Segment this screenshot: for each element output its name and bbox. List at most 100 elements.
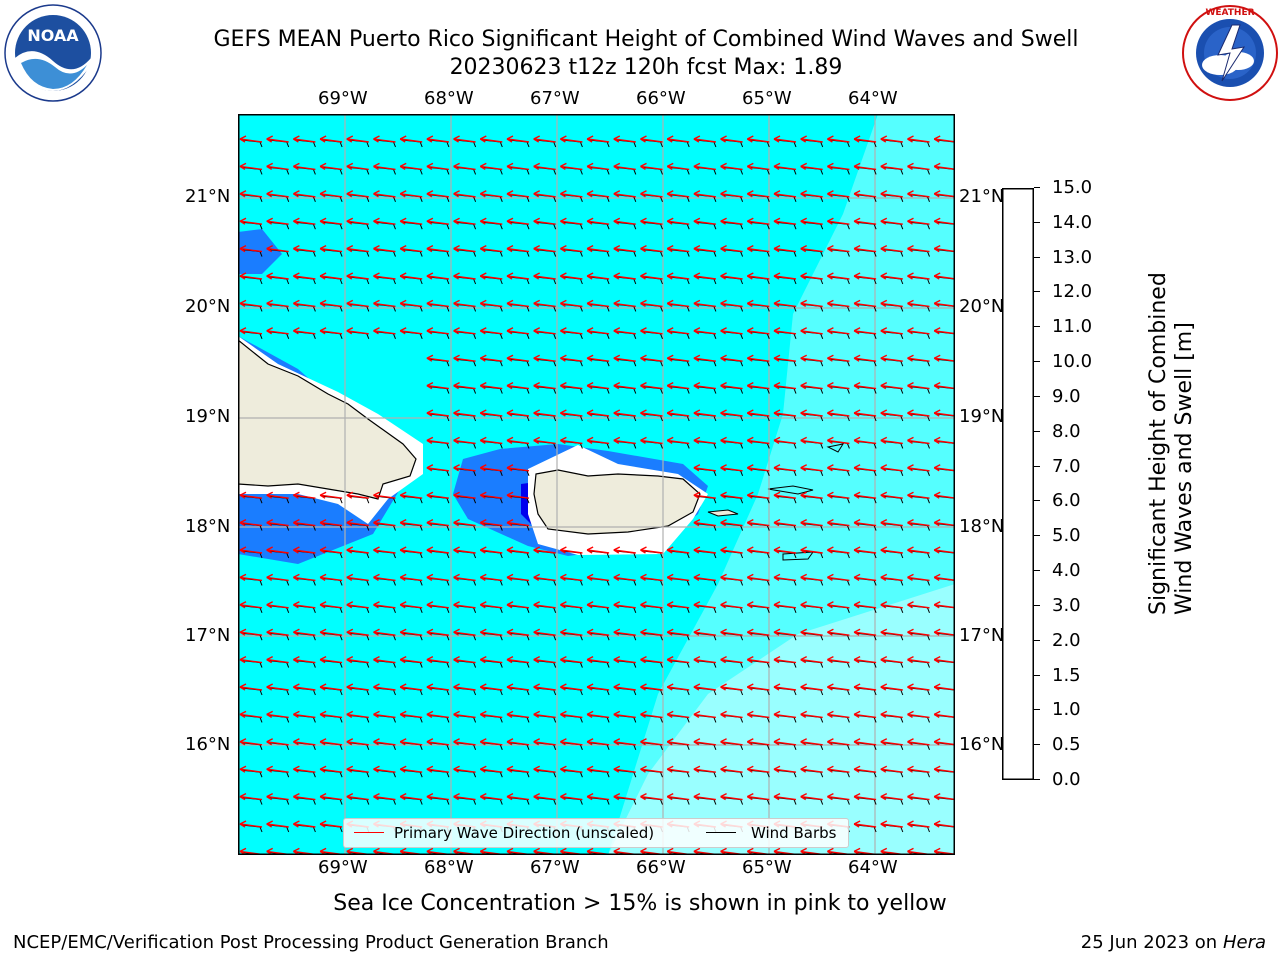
wave-direction-arrow bbox=[907, 217, 930, 225]
wave-direction-arrow bbox=[560, 792, 583, 801]
wave-direction-arrow bbox=[586, 601, 610, 609]
wave-direction-arrow bbox=[453, 683, 476, 691]
map-border bbox=[238, 114, 955, 855]
wave-direction-arrow bbox=[239, 765, 263, 773]
lat-label-left-17n: 17°N bbox=[185, 625, 231, 646]
wave-direction-arrow bbox=[373, 217, 396, 225]
wave-direction-arrow bbox=[933, 354, 957, 362]
wave-direction-arrow bbox=[773, 546, 797, 554]
wave-direction-arrow bbox=[666, 792, 690, 801]
wave-direction-arrow bbox=[373, 573, 396, 582]
colorbar-tick-mark bbox=[1034, 187, 1040, 188]
wave-direction-arrow bbox=[266, 135, 289, 143]
wave-direction-arrow bbox=[907, 354, 930, 362]
wave-direction-arrow bbox=[319, 820, 343, 828]
wave-direction-arrow bbox=[586, 765, 610, 773]
wave-direction-arrow bbox=[533, 710, 556, 719]
wave-direction-arrow bbox=[640, 381, 663, 390]
wave-direction-arrow bbox=[346, 491, 369, 499]
wind-barbs-swatch bbox=[706, 832, 736, 833]
wave-direction-arrow bbox=[800, 601, 823, 609]
wave-direction-arrow bbox=[720, 354, 743, 362]
wave-direction-arrow bbox=[640, 683, 663, 691]
wave-direction-arrow bbox=[880, 491, 903, 499]
wave-direction-arrow bbox=[746, 135, 770, 143]
wave-direction-arrow bbox=[506, 464, 530, 472]
wave-direction-arrow bbox=[827, 601, 850, 609]
wave-direction-arrow bbox=[426, 573, 449, 582]
wave-direction-arrow bbox=[586, 436, 610, 445]
wave-direction-arrow bbox=[800, 162, 823, 171]
wave-direction-arrow bbox=[907, 546, 930, 554]
wave-direction-arrow bbox=[880, 135, 903, 143]
wave-direction-arrow bbox=[880, 464, 903, 472]
lat-label-left-19n: 19°N bbox=[185, 406, 231, 427]
wave-direction-arrow bbox=[319, 327, 343, 335]
colorbar-tick-label: 1.5 bbox=[1052, 664, 1081, 686]
lat-label-left-18n: 18°N bbox=[185, 516, 231, 537]
wave-direction-arrow bbox=[853, 217, 877, 225]
wave-direction-arrow bbox=[746, 244, 770, 253]
wave-direction-arrow bbox=[586, 409, 610, 417]
wave-direction-arrow bbox=[666, 409, 690, 417]
colorbar-tick-mark bbox=[1034, 430, 1040, 432]
wave-direction-arrow bbox=[746, 354, 770, 362]
lon-label-bottom-64w: 64°W bbox=[848, 857, 898, 878]
wave-direction-arrow bbox=[720, 299, 743, 308]
wave-direction-arrow bbox=[506, 738, 530, 746]
lon-label-top-66w: 66°W bbox=[636, 88, 686, 109]
wave-direction-arrow bbox=[640, 244, 663, 253]
wave-direction-arrow bbox=[399, 299, 423, 308]
wave-direction-arrow bbox=[266, 491, 289, 499]
wave-direction-arrow bbox=[720, 217, 743, 225]
wave-direction-arrow bbox=[319, 683, 343, 691]
wave-direction-arrow bbox=[266, 738, 289, 746]
wave-direction-arrow bbox=[533, 601, 556, 609]
wave-direction-arrow bbox=[827, 409, 850, 417]
wave-direction-arrow bbox=[506, 710, 530, 719]
wave-direction-arrow bbox=[720, 244, 743, 253]
wave-direction-arrow bbox=[239, 601, 263, 609]
wave-direction-arrow bbox=[800, 683, 823, 691]
wave-direction-arrow bbox=[693, 299, 716, 308]
wave-direction-arrow bbox=[666, 710, 690, 719]
wave-direction-arrow bbox=[853, 683, 877, 691]
wave-direction-arrow bbox=[479, 655, 503, 664]
wave-direction-arrow bbox=[560, 573, 583, 582]
wave-direction-arrow bbox=[907, 135, 930, 143]
wave-direction-arrow bbox=[533, 381, 556, 390]
wave-direction-arrow bbox=[880, 381, 903, 390]
wave-direction-arrow bbox=[506, 244, 530, 253]
wave-direction-arrow bbox=[293, 765, 316, 773]
wave-direction-arrow bbox=[453, 518, 476, 527]
wave-direction-arrow bbox=[399, 738, 423, 746]
wave-direction-arrow bbox=[479, 792, 503, 801]
wave-direction-arrow bbox=[399, 244, 423, 253]
wave-direction-arrow bbox=[693, 272, 716, 280]
wave-direction-arrow bbox=[560, 299, 583, 308]
wave-direction-arrow bbox=[239, 491, 263, 499]
wave-direction-arrow bbox=[640, 354, 663, 362]
chart-title: GEFS MEAN Puerto Rico Significant Height… bbox=[213, 27, 1079, 52]
wave-direction-arrow bbox=[506, 436, 530, 445]
wave-direction-arrow bbox=[319, 546, 343, 554]
wave-direction-arrow bbox=[293, 738, 316, 746]
wave-direction-arrow bbox=[506, 299, 530, 308]
wave-direction-arrow bbox=[399, 573, 423, 582]
wave-direction-arrow bbox=[453, 135, 476, 143]
wave-direction-arrow bbox=[319, 655, 343, 664]
wave-direction-arrow bbox=[426, 710, 449, 719]
wave-direction-arrow bbox=[666, 601, 690, 609]
wave-direction-arrow bbox=[239, 546, 263, 554]
colorbar-tick-label: 4.0 bbox=[1052, 560, 1081, 582]
wave-direction-arrow bbox=[373, 710, 396, 719]
wave-direction-arrow bbox=[800, 272, 823, 280]
wave-direction-arrow bbox=[800, 792, 823, 801]
wave-direction-arrow bbox=[720, 491, 743, 499]
wave-direction-arrow bbox=[746, 710, 770, 719]
wave-direction-arrow bbox=[293, 190, 316, 198]
colorbar-tick-label: 6.0 bbox=[1052, 490, 1081, 512]
wave-direction-arrow bbox=[613, 546, 636, 554]
wave-direction-arrow bbox=[266, 765, 289, 773]
wave-direction-arrow bbox=[319, 272, 343, 280]
